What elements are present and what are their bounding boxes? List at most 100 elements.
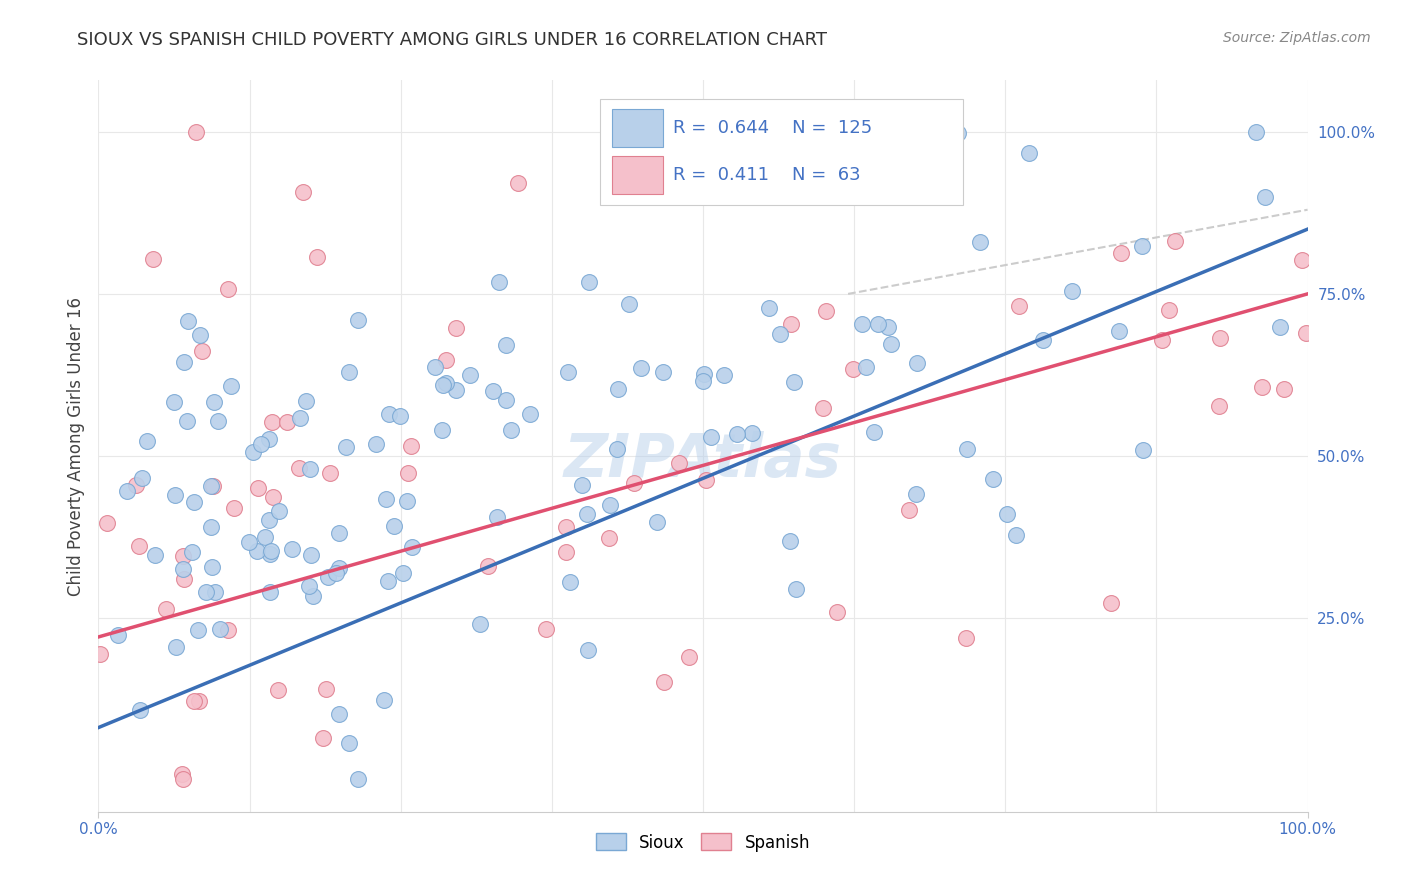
Point (207, 413, 229, 427)
Legend: Sioux, Spanish: Sioux, Spanish (589, 827, 817, 858)
Point (898, 503, 921, 517)
Point (183, 694, 205, 708)
Point (129, 703, 152, 717)
Point (842, 362, 865, 376)
Point (319, 466, 342, 480)
Point (107, 627, 129, 641)
Point (177, 314, 200, 328)
Point (135, 434, 157, 449)
Point (700, 430, 723, 444)
Point (444, 383, 467, 397)
Point (506, 176, 529, 190)
Point (519, 407, 541, 421)
Point (347, 772, 370, 787)
Point (335, 440, 357, 454)
Point (217, 282, 239, 296)
Point (606, 442, 628, 456)
Point (253, 530, 276, 544)
Point (337, 365, 360, 379)
Point (219, 379, 242, 393)
Point (128, 539, 150, 553)
Point (645, 515, 668, 529)
Point (678, 649, 700, 664)
Point (1130, 239, 1153, 253)
Point (259, 584, 281, 599)
FancyBboxPatch shape (613, 109, 664, 147)
Point (825, 605, 848, 619)
Point (316, 569, 339, 583)
Point (165, 640, 187, 654)
Point (1018, 145, 1040, 160)
Point (238, 535, 260, 549)
Point (163, 394, 186, 409)
Point (281, 542, 304, 557)
Point (785, 582, 807, 596)
Point (630, 360, 652, 375)
Point (811, 401, 834, 415)
Point (328, 706, 350, 721)
Point (695, 473, 717, 487)
Point (364, 436, 387, 450)
Point (298, 579, 321, 593)
Point (578, 275, 600, 289)
Point (389, 409, 412, 423)
Point (434, 376, 457, 391)
Point (432, 377, 454, 392)
Point (969, 235, 991, 250)
Point (668, 456, 690, 470)
Point (488, 275, 510, 289)
Point (302, 589, 325, 603)
Point (172, 562, 194, 576)
Point (617, 297, 640, 311)
Point (287, 461, 309, 475)
Point (267, 683, 290, 698)
Point (555, 520, 578, 534)
Point (246, 481, 269, 495)
Point (143, 548, 166, 562)
Point (499, 423, 522, 437)
FancyBboxPatch shape (613, 156, 664, 194)
Point (276, 415, 298, 429)
Point (257, 433, 280, 447)
Point (779, 317, 801, 331)
Point (307, 250, 329, 264)
Point (176, 413, 198, 427)
Point (312, 731, 335, 745)
Point (1152, 333, 1174, 347)
Point (758, 301, 780, 315)
Point (880, 337, 903, 351)
Point (325, 566, 347, 581)
Point (557, 365, 579, 379)
Point (458, 368, 481, 383)
Point (779, 533, 801, 548)
Point (155, 602, 177, 616)
Point (131, 471, 153, 485)
Point (652, 674, 675, 689)
Point (1062, 285, 1084, 299)
Point (692, 367, 714, 381)
Point (375, 491, 398, 506)
Point (183, 495, 205, 509)
Point (1253, 190, 1275, 204)
Point (955, 631, 977, 645)
Point (260, 415, 283, 429)
Point (477, 558, 499, 573)
Point (1244, 125, 1267, 139)
Point (89, 648, 111, 662)
Point (423, 360, 446, 375)
Point (623, 475, 645, 490)
Text: R =  0.644    N =  125: R = 0.644 N = 125 (672, 119, 872, 136)
Point (1274, 382, 1296, 396)
Point (482, 384, 505, 399)
Point (267, 504, 290, 518)
Point (783, 375, 806, 389)
Text: Source: ZipAtlas.com: Source: ZipAtlas.com (1223, 31, 1371, 45)
Point (560, 575, 582, 590)
Point (294, 394, 316, 409)
Point (851, 317, 873, 331)
Point (246, 544, 269, 558)
Point (434, 353, 457, 368)
Point (905, 356, 928, 370)
Point (217, 623, 239, 637)
Point (866, 317, 889, 331)
